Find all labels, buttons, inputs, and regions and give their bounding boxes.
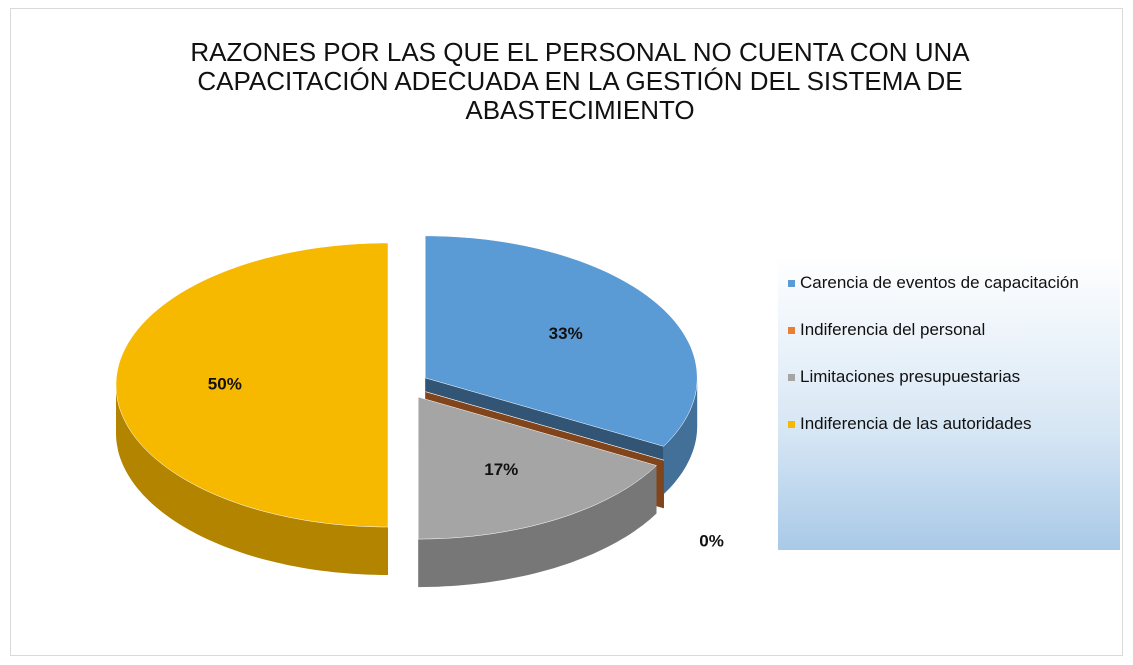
legend-label: Indiferencia del personal [800,320,986,339]
data-label: 0% [699,531,724,550]
slice-wall [418,465,657,588]
slice-wall [663,377,698,495]
legend-label: Carencia de eventos de capacitación [800,273,1079,292]
chart-title: RAZONES POR LAS QUE EL PERSONAL NO CUENT… [190,37,970,125]
legend-swatch [788,421,795,428]
slice-wall [116,385,388,575]
slice [115,242,389,528]
legend-item: Limitaciones presupuestarias [788,364,1112,390]
legend-swatch [788,374,795,381]
data-label: 33% [549,324,583,343]
legend-item: Indiferencia de las autoridades [788,411,1112,437]
slice [424,235,698,447]
slice [425,391,664,461]
legend-swatch [788,280,795,287]
legend-item: Indiferencia del personal [788,317,1112,343]
legend-swatch [788,327,795,334]
legend-label: Indiferencia de las autoridades [800,414,1032,433]
slice [417,396,657,540]
chart-frame [10,8,1123,656]
legend-label: Limitaciones presupuestarias [800,367,1021,386]
legend: Carencia de eventos de capacitación Indif… [778,256,1120,550]
legend-item: Carencia de eventos de capacitación [788,270,1112,296]
data-label: 17% [484,460,518,479]
data-label: 50% [208,374,242,393]
